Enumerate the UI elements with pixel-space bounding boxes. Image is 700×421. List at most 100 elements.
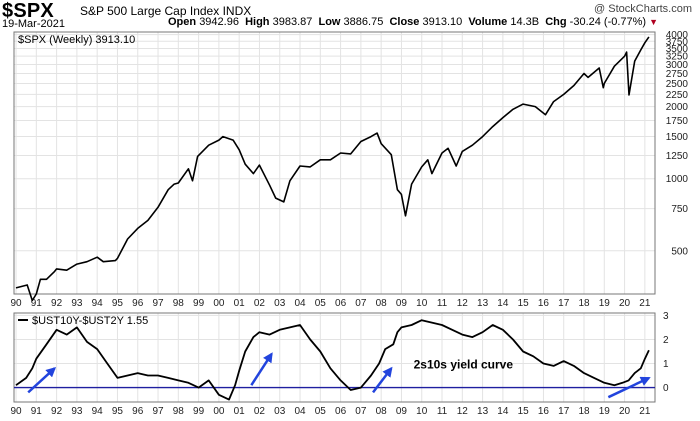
- top-x-tick-label: 97: [152, 298, 164, 309]
- annotation-arrow: [372, 366, 393, 394]
- top-panel-frame: [13, 31, 656, 295]
- bottom-x-tick-label: 10: [416, 406, 428, 417]
- quote-line: Open 3942.96 High 3983.87 Low 3886.75 Cl…: [168, 16, 658, 28]
- bottom-x-tick-label: 98: [173, 406, 185, 417]
- low-label: Low: [318, 16, 341, 28]
- top-x-tick-label: 98: [173, 298, 185, 309]
- bottom-x-tick-label: 19: [599, 406, 611, 417]
- top-x-tick-label: 92: [51, 298, 63, 309]
- bottom-x-tick-label: 94: [92, 406, 104, 417]
- bottom-x-tick-label: 15: [518, 406, 530, 417]
- top-x-tick-label: 91: [31, 298, 43, 309]
- bottom-x-tick-label: 00: [213, 406, 225, 417]
- bottom-x-tick-label: 16: [538, 406, 550, 417]
- top-x-tick-label: 96: [132, 298, 144, 309]
- top-x-tick-label: 03: [274, 298, 286, 309]
- top-x-tick-label: 01: [234, 298, 246, 309]
- top-x-tick-label: 15: [518, 298, 530, 309]
- top-y-tick-label: 2250: [666, 90, 689, 101]
- volume-value: 14.3B: [510, 16, 540, 28]
- bottom-x-tick-label: 20: [619, 406, 631, 417]
- bottom-x-tick-label: 11: [437, 406, 448, 417]
- bottom-x-tick-label: 03: [274, 406, 286, 417]
- symbol-title: $SPX: [2, 0, 54, 22]
- yield-curve-legend: $UST10Y-$UST2Y 1.55: [32, 315, 148, 327]
- chg-label: Chg: [545, 16, 567, 28]
- top-x-tick-label: 95: [112, 298, 124, 309]
- chg-value: -30.24 (-0.77%): [569, 16, 647, 28]
- top-x-tick-label: 17: [558, 298, 570, 309]
- top-x-tick-label: 94: [92, 298, 104, 309]
- annotation-arrow: [607, 376, 651, 399]
- top-y-tick-label: 750: [671, 204, 688, 215]
- quote-date: 19-Mar-2021: [2, 18, 65, 30]
- security-name: S&P 500 Large Cap Index INDX: [80, 4, 251, 18]
- top-y-tick-label: 3000: [666, 60, 689, 71]
- top-x-tick-label: 20: [619, 298, 631, 309]
- bottom-x-tick-label: 97: [152, 406, 164, 417]
- top-x-tick-label: 90: [10, 298, 22, 309]
- top-x-tick-label: 09: [396, 298, 408, 309]
- close-value: 3913.10: [422, 16, 463, 28]
- top-y-tick-label: 1250: [666, 151, 689, 162]
- top-y-tick-label: 1000: [666, 174, 689, 185]
- bottom-y-tick-label: 0: [663, 383, 669, 394]
- bottom-x-tick-label: 99: [193, 406, 205, 417]
- top-x-tick-label: 07: [355, 298, 367, 309]
- bottom-x-tick-label: 08: [376, 406, 388, 417]
- top-y-tick-label: 2500: [666, 79, 689, 90]
- annotation-arrow: [27, 366, 57, 394]
- volume-label: Volume: [468, 16, 508, 28]
- bottom-x-tick-label: 04: [294, 406, 306, 417]
- top-y-tick-label: 1750: [666, 116, 689, 127]
- bottom-x-tick-label: 91: [31, 406, 43, 417]
- bottom-x-tick-label: 92: [51, 406, 63, 417]
- bottom-panel-frame: [13, 312, 656, 403]
- top-x-tick-label: 05: [315, 298, 327, 309]
- open-value: 3942.96: [199, 16, 239, 28]
- top-x-tick-label: 02: [254, 298, 266, 309]
- top-x-tick-label: 00: [213, 298, 225, 309]
- security-full-name: S&P 500 Large Cap Index: [80, 4, 220, 18]
- spx-series-line: [15, 36, 650, 302]
- top-x-tick-label: 10: [416, 298, 428, 309]
- top-y-tick-label: 4000: [666, 30, 689, 41]
- down-triangle-icon: ▼: [649, 17, 659, 27]
- bottom-x-tick-label: 14: [497, 406, 509, 417]
- bottom-x-tick-label: 18: [578, 406, 590, 417]
- low-value: 3886.75: [343, 16, 384, 28]
- top-x-tick-label: 21: [639, 298, 651, 309]
- open-label: Open: [168, 16, 197, 28]
- bottom-x-tick-label: 90: [10, 406, 22, 417]
- top-y-tick-label: 3500: [666, 44, 689, 55]
- top-y-tick-label: 500: [671, 246, 688, 257]
- bottom-y-tick-label: 3: [663, 311, 669, 322]
- top-x-tick-label: 06: [335, 298, 347, 309]
- top-y-tick-label: 1500: [666, 132, 689, 143]
- bottom-x-tick-label: 05: [315, 406, 327, 417]
- bottom-x-tick-label: 93: [71, 406, 83, 417]
- bottom-x-tick-label: 02: [254, 406, 266, 417]
- top-x-tick-label: 18: [578, 298, 590, 309]
- bottom-x-tick-label: 95: [112, 406, 124, 417]
- bottom-x-tick-label: 96: [132, 406, 144, 417]
- yield-curve-annotation: 2s10s yield curve: [414, 357, 514, 371]
- top-y-tick-label: 3250: [666, 52, 689, 63]
- bottom-x-tick-label: 13: [477, 406, 489, 417]
- bottom-x-tick-label: 21: [639, 406, 651, 417]
- top-x-tick-label: 08: [376, 298, 388, 309]
- close-label: Close: [389, 16, 420, 28]
- bottom-x-tick-label: 06: [335, 406, 347, 417]
- bottom-x-tick-label: 07: [355, 406, 367, 417]
- top-x-tick-label: 04: [294, 298, 306, 309]
- annotation-arrow: [250, 352, 273, 386]
- high-label: High: [245, 16, 270, 28]
- top-x-tick-label: 19: [599, 298, 611, 309]
- bottom-x-tick-label: 01: [234, 406, 246, 417]
- top-x-tick-label: 14: [497, 298, 509, 309]
- bottom-y-tick-label: 2: [663, 335, 669, 346]
- exchange-label: INDX: [222, 4, 252, 18]
- bottom-x-tick-label: 12: [457, 406, 469, 417]
- bottom-y-tick-label: 1: [663, 359, 669, 370]
